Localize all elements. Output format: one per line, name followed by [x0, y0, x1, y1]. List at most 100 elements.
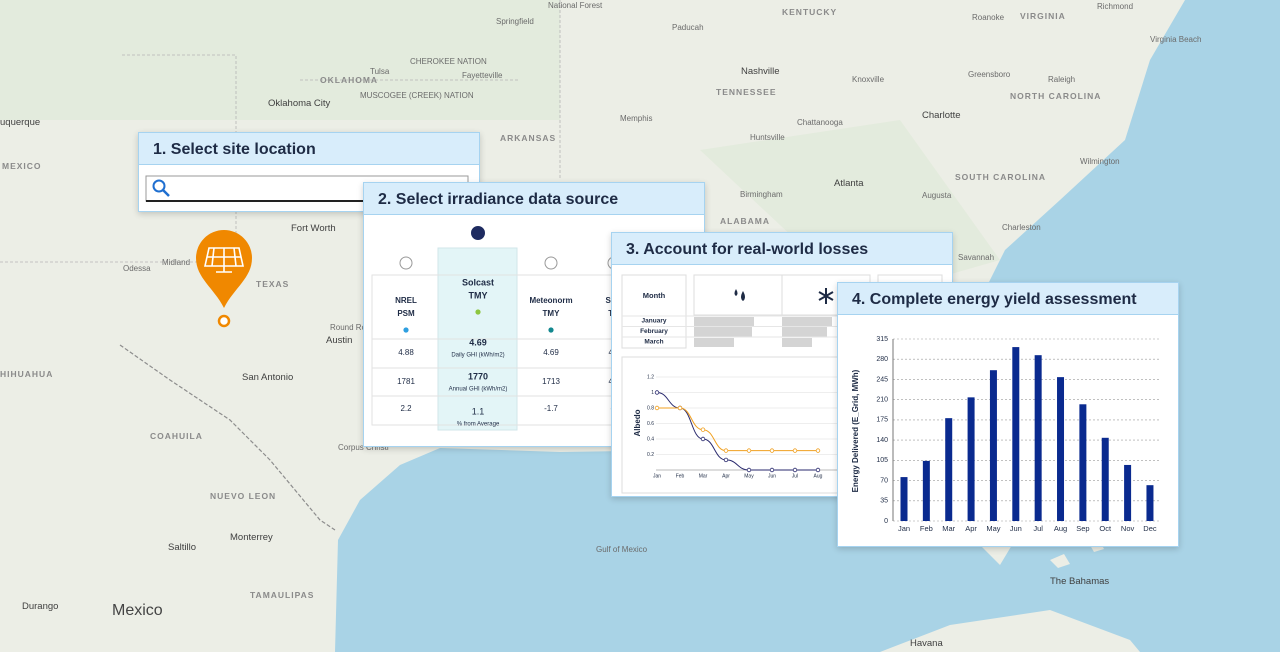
- y-tick-label: 0.4: [647, 436, 654, 442]
- cell-value: 4.69: [543, 348, 559, 357]
- albedo-line: [657, 407, 818, 452]
- map-label: ARKANSAS: [500, 133, 556, 143]
- albedo-point: [815, 467, 821, 473]
- map-label: Raleigh: [1048, 75, 1075, 84]
- map-label: Paducah: [672, 23, 704, 32]
- map-label: uquerque: [0, 117, 40, 128]
- step3-title: 3. Account for real-world losses: [612, 233, 952, 265]
- step2-body: NREL PSM 4.88 1781 2.2 Solcast TMY 4.69 Daily GH…: [371, 225, 704, 431]
- map-label: MUSCOGEE (CREEK) NATION: [360, 91, 474, 100]
- step1-title: 1. Select site location: [139, 133, 479, 165]
- cell-value: 4.88: [398, 348, 414, 357]
- albedo-point: [654, 390, 660, 395]
- map-label: Gulf of Mexico: [596, 545, 648, 554]
- map-label: Monterrey: [230, 532, 273, 543]
- map-label: Virginia Beach: [1150, 35, 1201, 44]
- map-label: Fort Worth: [291, 223, 336, 234]
- map-label: Savannah: [958, 253, 994, 262]
- bar: [922, 460, 930, 521]
- loss-bar: [782, 327, 827, 337]
- map-label: San Antonio: [242, 372, 293, 383]
- bar: [1124, 464, 1132, 521]
- radio-button[interactable]: [544, 256, 558, 270]
- table-frame: [371, 274, 704, 426]
- x-tick-label: Dec: [1143, 524, 1157, 533]
- map-label: TENNESSEE: [716, 87, 777, 97]
- map-label: Austin: [326, 335, 352, 346]
- map-label: Fayetteville: [462, 71, 503, 80]
- albedo-point: [769, 467, 775, 473]
- column-name: Solcast: [462, 277, 494, 287]
- map-label: Richmond: [1097, 2, 1133, 11]
- source-dot: [403, 327, 409, 333]
- column-name: TMY: [543, 309, 561, 318]
- y-tick-label: 105: [876, 457, 888, 464]
- radio-button[interactable]: [399, 256, 413, 270]
- map-label: SOUTH CAROLINA: [955, 172, 1046, 182]
- map-label: Midland: [162, 258, 190, 267]
- map-label: Birmingham: [740, 190, 783, 199]
- row-label: Daily GHI (kWh/m2): [451, 353, 504, 359]
- map-label: OKLAHOMA: [320, 75, 378, 85]
- map-label: Augusta: [922, 191, 952, 200]
- map-label: KENTUCKY: [782, 7, 837, 17]
- x-tick-label: Mar: [942, 524, 955, 533]
- bar: [1012, 347, 1020, 521]
- bar: [1034, 355, 1042, 521]
- y-tick-label: 280: [876, 356, 888, 363]
- albedo-point: [792, 467, 798, 473]
- source-dot: [548, 327, 554, 333]
- albedo-point: [723, 448, 729, 453]
- map-label: The Bahamas: [1050, 576, 1109, 587]
- y-tick-label: 0.8: [647, 405, 654, 411]
- loss-bar: [694, 338, 734, 347]
- y-tick-label: 0.6: [647, 421, 654, 427]
- map-label: NORTH CAROLINA: [1010, 91, 1101, 101]
- y-tick-label: 70: [880, 477, 888, 484]
- pin-point: [217, 314, 231, 328]
- snow-icon: [818, 288, 834, 304]
- map-label: Havana: [910, 638, 943, 649]
- albedo-point: [677, 405, 683, 411]
- site-pin: [196, 230, 252, 328]
- map-label: Wilmington: [1080, 157, 1120, 166]
- month-table: [621, 274, 687, 349]
- map-label: Knoxville: [852, 75, 885, 84]
- radio-button[interactable]: [470, 225, 486, 241]
- x-tick-label: Oct: [1099, 524, 1112, 533]
- x-tick-label: Aug: [1054, 524, 1067, 533]
- x-tick-label: Aug: [814, 473, 823, 479]
- cell-value: 4.69: [469, 337, 487, 347]
- bar: [967, 397, 975, 521]
- map-label: VIRGINIA: [1020, 11, 1066, 21]
- step4-title: 4. Complete energy yield assessment: [838, 283, 1178, 315]
- map-label: Memphis: [620, 114, 652, 123]
- soiling-header: [693, 274, 783, 316]
- y-tick-label: 210: [876, 397, 888, 404]
- map-label: Huntsville: [750, 133, 785, 142]
- row-label: % from Average: [457, 422, 500, 428]
- cell-value: 1.1: [472, 406, 485, 416]
- column-name: TMY: [469, 290, 488, 300]
- step2-title: 2. Select irradiance data source: [364, 183, 704, 215]
- soiling-icon: [734, 289, 745, 301]
- map-label: National Forest: [548, 1, 603, 10]
- x-tick-label: Mar: [699, 473, 708, 479]
- map-label: Mexico: [112, 602, 163, 619]
- map-label: CHEROKEE NATION: [410, 57, 487, 66]
- x-tick-label: Jan: [653, 473, 661, 479]
- loss-bar: [782, 338, 812, 347]
- x-tick-label: Apr: [722, 473, 730, 479]
- map-label: Nashville: [741, 66, 780, 77]
- map-label: Atlanta: [834, 178, 864, 189]
- solar-panel-icon: [204, 247, 244, 273]
- step1-panel: 1. Select site location: [138, 132, 480, 212]
- border: [119, 344, 336, 531]
- x-tick-label: Jan: [898, 524, 910, 533]
- cell-value: 2.2: [400, 404, 412, 413]
- y-tick-label: 175: [876, 417, 888, 424]
- cell-value: 1770: [468, 371, 488, 381]
- y-tick-label: 1.2: [647, 374, 654, 380]
- albedo-point: [723, 457, 729, 463]
